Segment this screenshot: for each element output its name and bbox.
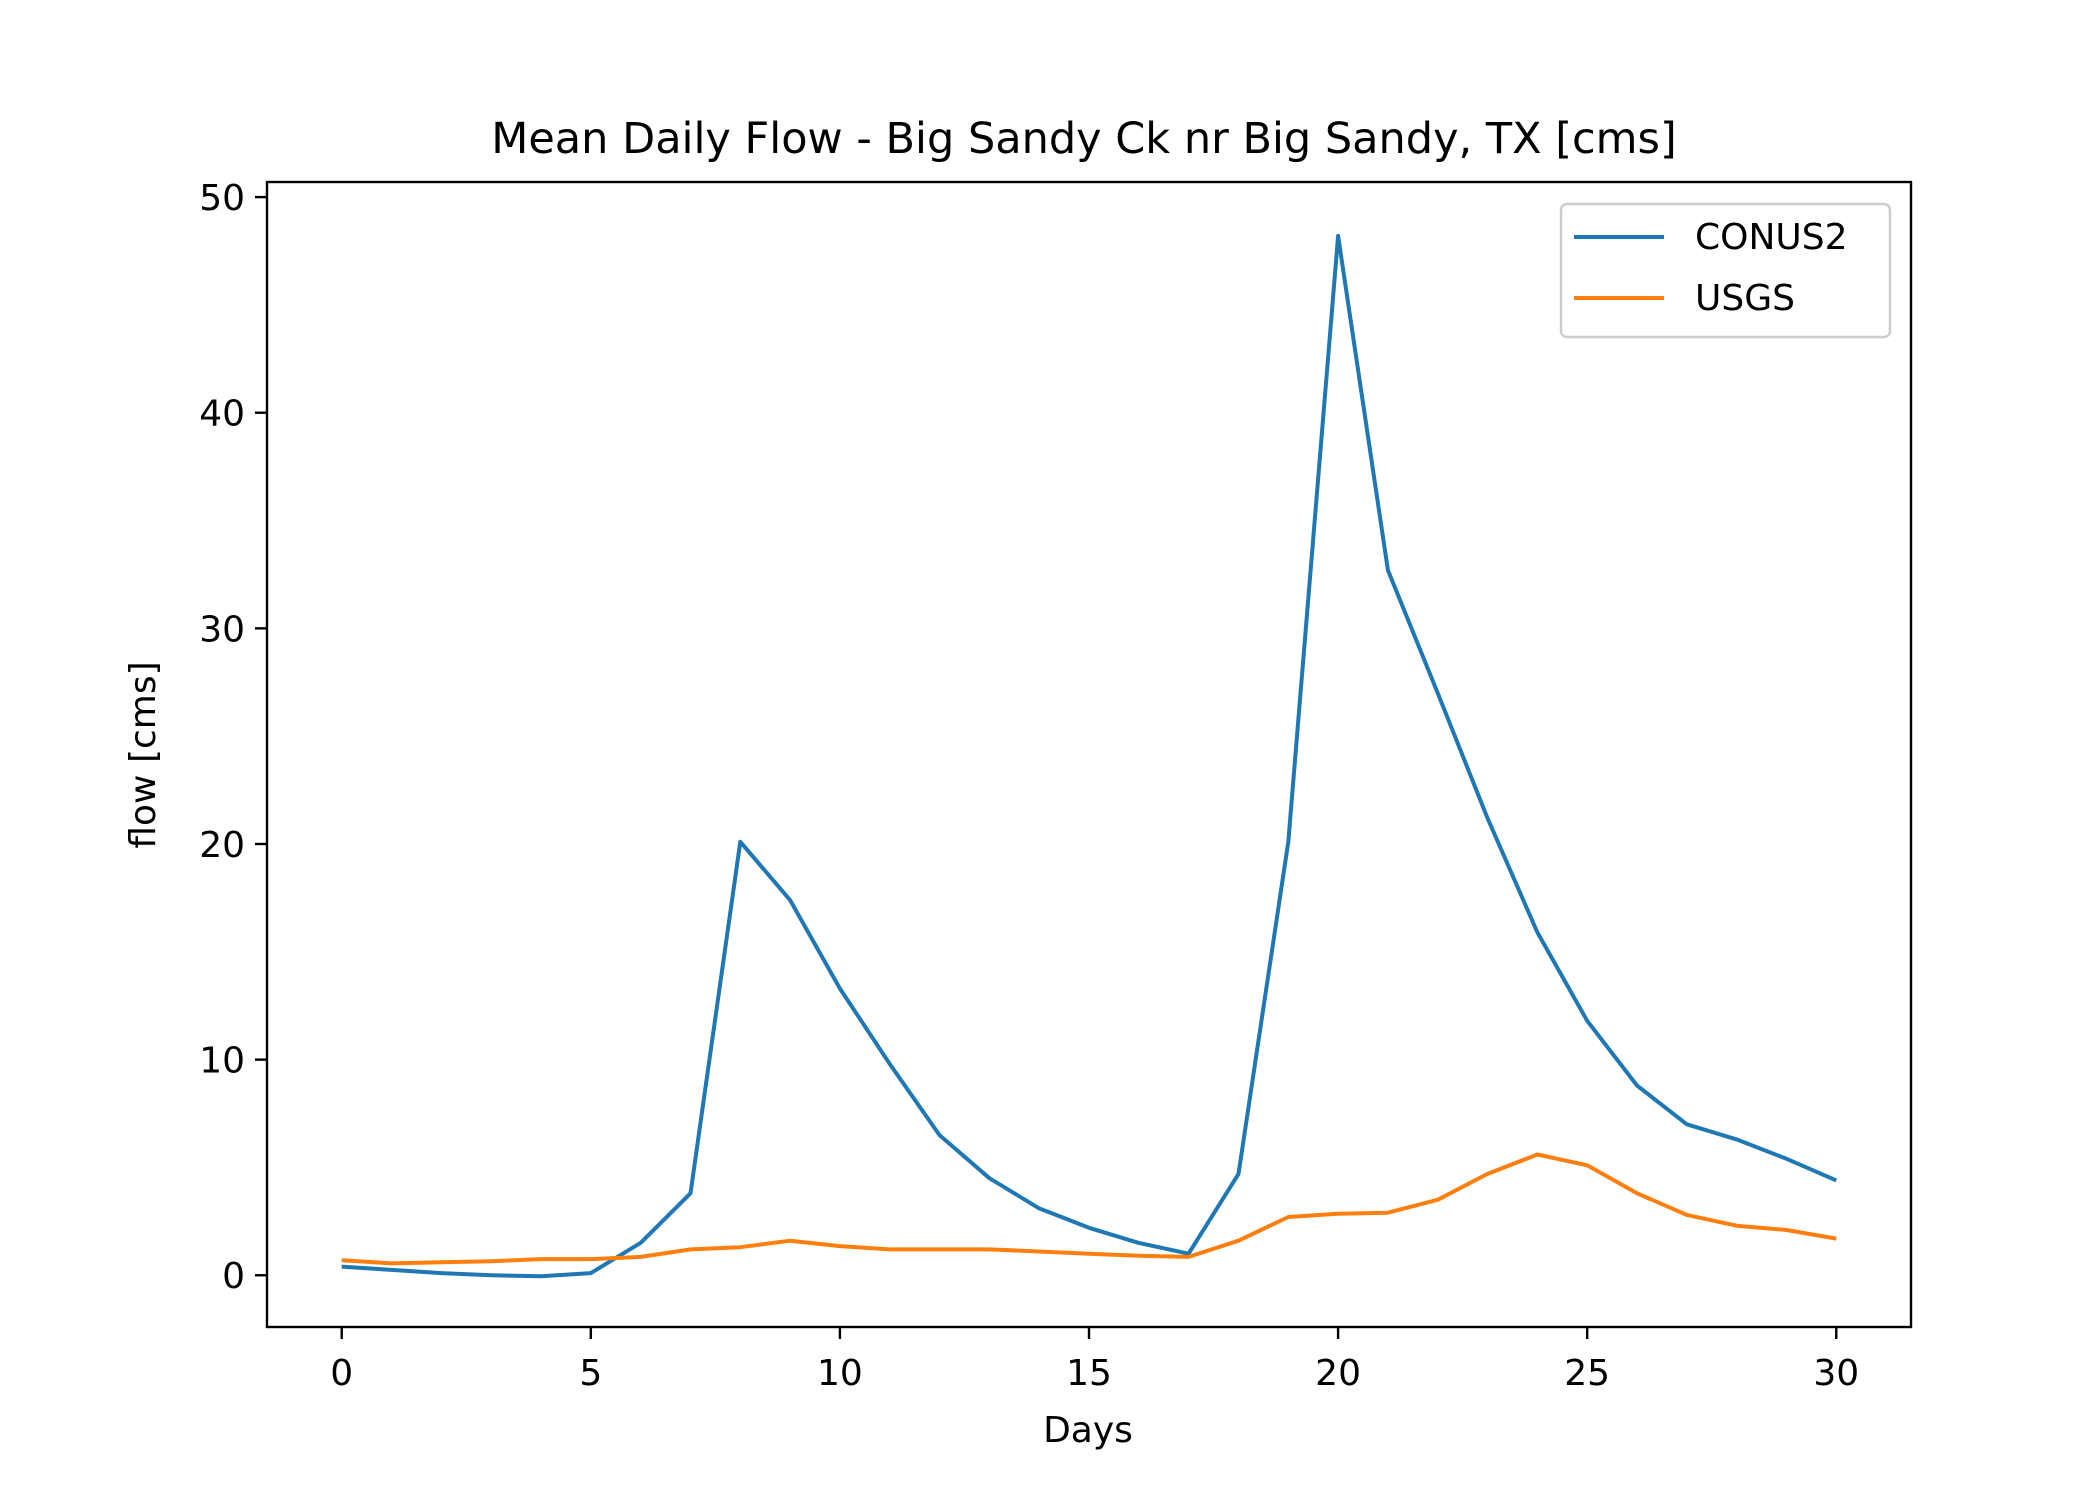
x-tick-label: 10 <box>817 1353 863 1394</box>
x-axis-label: Days <box>1043 1410 1133 1451</box>
series-layer <box>341 233 1838 1279</box>
y-tick-label: 10 <box>199 1041 245 1082</box>
series-line-usgs <box>341 1152 1837 1266</box>
x-axis: 0 5 10 15 20 25 30 <box>330 1327 1859 1394</box>
x-tick-label: 20 <box>1315 1353 1361 1394</box>
x-tick-label: 15 <box>1066 1353 1112 1394</box>
x-tick-label: 0 <box>330 1353 353 1394</box>
legend: CONUS2 USGS <box>1559 202 1892 339</box>
x-tick-label: 5 <box>579 1353 602 1394</box>
chart-title: Mean Daily Flow - Big Sandy Ck nr Big Sa… <box>491 114 1676 164</box>
y-tick-label: 40 <box>199 394 245 435</box>
y-tick-label: 50 <box>199 178 245 219</box>
legend-label-conus2: CONUS2 <box>1695 217 1848 258</box>
x-tick-label: 30 <box>1813 1353 1859 1394</box>
x-tick-label: 25 <box>1564 1353 1610 1394</box>
y-tick-label: 20 <box>199 825 245 866</box>
y-axis: 0 10 20 30 40 50 <box>199 178 267 1297</box>
y-tick-label: 30 <box>199 609 245 650</box>
y-tick-label: 0 <box>222 1256 245 1297</box>
legend-label-usgs: USGS <box>1695 278 1795 319</box>
series-line-conus2 <box>341 233 1838 1279</box>
y-axis-label: flow [cms] <box>123 661 164 848</box>
